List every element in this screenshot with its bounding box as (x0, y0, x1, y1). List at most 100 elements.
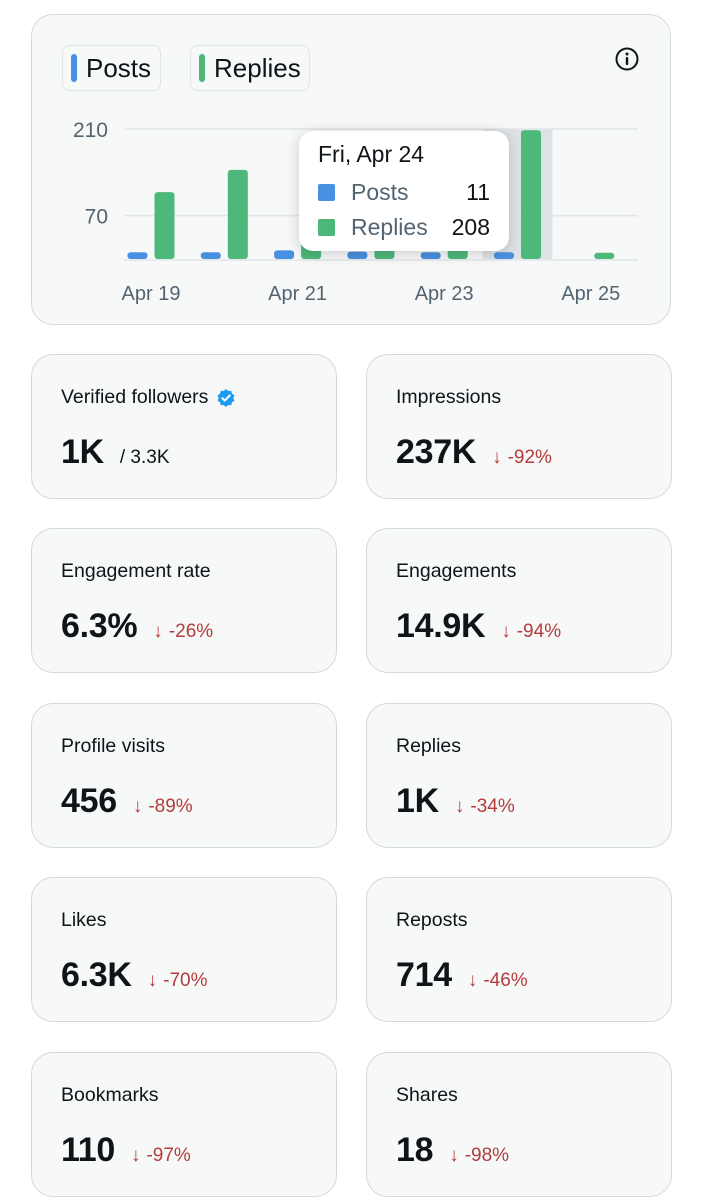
down-arrow-icon: ↓ (130, 1145, 141, 1166)
metric-value: 14.9K (396, 607, 486, 645)
legend-posts-toggle[interactable]: Posts (62, 45, 161, 91)
metric-value-row: 6.3K ↓ -70% (61, 956, 207, 995)
metric-change-value: -26% (168, 621, 214, 642)
replies-bar (227, 169, 248, 259)
metric-card-verified-followers[interactable]: Verified followers 1K / 3.3K (31, 354, 337, 499)
y-tick-label: 70 (85, 206, 108, 229)
x-tick-label: Apr 19 (122, 283, 181, 305)
x-tick-label: Apr 25 (561, 283, 620, 305)
metric-value-row: 6.3% ↓ -26% (61, 607, 213, 646)
tooltip-row-posts: Posts 11 (318, 175, 490, 210)
metric-value: 110 (61, 1131, 115, 1169)
y-tick-label: 210 (73, 119, 108, 142)
metric-change-value: -92% (507, 447, 552, 468)
down-arrow-icon: ↓ (153, 621, 163, 642)
metric-card-engagement-rate[interactable]: Engagement rate 6.3% ↓ -26% (31, 528, 337, 673)
metric-change-value: -70% (163, 970, 208, 991)
metric-card-reposts[interactable]: Reposts 714 ↓ -46% (366, 877, 672, 1022)
metric-change-value: -94% (516, 621, 562, 642)
metric-value-row: 237K ↓ -92% (396, 433, 552, 472)
chart-tooltip: Fri, Apr 24 Posts 11 Replies 208 (299, 131, 509, 251)
metric-change: ↓ -98% (449, 1145, 509, 1167)
down-arrow-icon: ↓ (467, 970, 478, 991)
metric-change: ↓ -97% (131, 1145, 191, 1167)
posts-bar (347, 251, 368, 259)
metric-label: Reposts (396, 909, 468, 931)
metric-change: ↓ -70% (148, 970, 208, 992)
metric-label: Shares (396, 1084, 458, 1106)
metric-label: Profile visits (61, 735, 166, 757)
metric-label: Engagement rate (61, 560, 211, 582)
down-arrow-icon: ↓ (132, 796, 143, 817)
metric-label: Verified followers (61, 386, 236, 409)
legend-replies-toggle[interactable]: Replies (190, 45, 310, 91)
metric-value-row: 1K ↓ -34% (396, 782, 515, 821)
metric-value: 237K (396, 433, 477, 471)
posts-bar (494, 252, 514, 259)
metric-change-value: -97% (146, 1145, 191, 1166)
replies-bar (521, 130, 541, 259)
down-arrow-icon: ↓ (501, 621, 511, 642)
metric-card-impressions[interactable]: Impressions 237K ↓ -92% (366, 354, 672, 499)
metric-value: 714 (396, 956, 452, 994)
metric-change-value: -34% (470, 796, 515, 817)
legend-posts-label: Posts (86, 52, 152, 83)
metric-label: Bookmarks (61, 1084, 159, 1106)
metric-value-row: 18 ↓ -98% (396, 1131, 509, 1170)
metric-card-replies[interactable]: Replies 1K ↓ -34% (366, 703, 672, 848)
metric-value-row: 714 ↓ -46% (396, 956, 528, 995)
down-arrow-icon: ↓ (492, 447, 502, 468)
tooltip-posts-label: Posts (351, 179, 409, 205)
metric-change-value: -98% (464, 1145, 510, 1166)
metric-change: ↓ -92% (492, 447, 552, 469)
metric-change: ↓ -34% (455, 796, 515, 818)
metric-change: ↓ -94% (501, 621, 561, 643)
metric-value-row: 110 ↓ -97% (61, 1131, 191, 1170)
x-tick-label: Apr 21 (268, 283, 327, 305)
legend-replies-label: Replies (214, 52, 301, 83)
info-icon[interactable] (614, 46, 640, 72)
tooltip-replies-label: Replies (351, 214, 428, 240)
down-arrow-icon: ↓ (449, 1145, 459, 1166)
metric-label: Replies (396, 735, 462, 757)
metric-value: 1K (61, 433, 104, 471)
metric-card-shares[interactable]: Shares 18 ↓ -98% (366, 1052, 672, 1197)
metric-value: 18 (396, 1131, 434, 1169)
metric-label: Engagements (396, 560, 517, 582)
posts-bar (274, 250, 295, 259)
posts-color-bar (71, 54, 77, 82)
replies-bar (594, 252, 615, 259)
metric-card-profile-visits[interactable]: Profile visits 456 ↓ -89% (31, 703, 337, 848)
metric-card-engagements[interactable]: Engagements 14.9K ↓ -94% (366, 528, 672, 673)
tooltip-posts-value: 11 (466, 179, 490, 205)
tooltip-date: Fri, Apr 24 (318, 141, 425, 167)
metric-change-value: -89% (148, 796, 193, 817)
metric-change: ↓ -26% (153, 621, 213, 643)
tooltip-replies-value: 208 (451, 214, 490, 240)
metric-value: 6.3K (61, 956, 132, 994)
tooltip-row-replies: Replies 208 (318, 210, 490, 245)
down-arrow-icon: ↓ (454, 796, 465, 817)
metric-label: Impressions (396, 386, 502, 408)
x-tick-label: Apr 23 (415, 283, 474, 305)
metric-card-likes[interactable]: Likes 6.3K ↓ -70% (31, 877, 337, 1022)
replies-bar (154, 192, 175, 259)
metric-value: 456 (61, 782, 117, 820)
metric-card-bookmarks[interactable]: Bookmarks 110 ↓ -97% (31, 1052, 337, 1197)
metric-value-row: 456 ↓ -89% (61, 782, 193, 821)
posts-bar (420, 252, 441, 259)
metric-total: / 3.3K (119, 447, 170, 468)
metric-value: 1K (396, 782, 439, 820)
tooltip-posts-swatch (318, 184, 335, 201)
activity-chart-card: Posts Replies 70 210 Apr 19 Apr 21 Apr 23 Apr… (31, 14, 671, 325)
metric-label: Likes (61, 909, 107, 931)
posts-bar (200, 252, 221, 259)
down-arrow-icon: ↓ (147, 970, 158, 991)
posts-bar (127, 252, 148, 259)
verified-badge-icon (217, 388, 235, 407)
metric-value: 6.3% (61, 607, 138, 645)
metric-change: ↓ -89% (133, 796, 193, 818)
metric-change-value: -46% (483, 970, 528, 991)
tooltip-replies-swatch (318, 219, 335, 236)
replies-color-bar (199, 54, 205, 82)
